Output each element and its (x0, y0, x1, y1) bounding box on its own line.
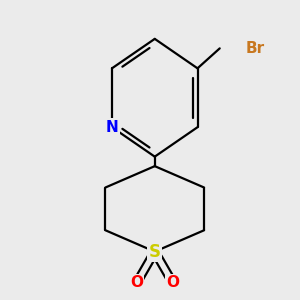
Text: Br: Br (245, 41, 265, 56)
Text: O: O (166, 275, 179, 290)
Text: N: N (106, 120, 118, 135)
Text: O: O (130, 275, 143, 290)
Text: S: S (149, 243, 161, 261)
